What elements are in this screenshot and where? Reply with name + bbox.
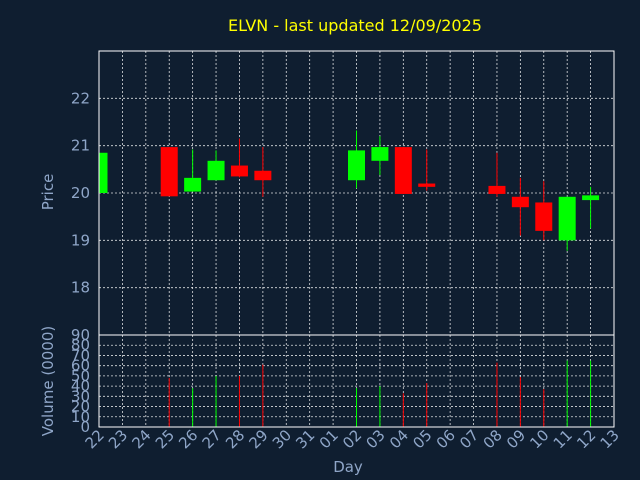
price-tick-label: 21: [71, 137, 90, 155]
chart-title: ELVN - last updated 12/09/2025: [228, 16, 482, 35]
volume-axis-label: Volume (0000): [39, 326, 57, 436]
volume-tick-label: 50: [71, 367, 90, 385]
candle-body: [348, 150, 365, 181]
x-tick-label: 23: [105, 426, 131, 452]
volume-tick-label: 20: [71, 398, 90, 416]
x-tick-label: 11: [550, 426, 576, 452]
x-tick-label: 12: [573, 426, 599, 452]
candle-body: [99, 152, 108, 193]
price-tick-label: 22: [71, 89, 90, 107]
volume-tick-label: 80: [71, 336, 90, 354]
volume-tick-label: 30: [71, 387, 90, 405]
candle-body: [230, 165, 248, 177]
x-tick-label: 31: [292, 426, 318, 452]
volume-tick-label: 10: [71, 408, 90, 426]
x-tick-label: 08: [480, 426, 506, 452]
x-tick-label: 28: [222, 426, 248, 452]
candle-body: [511, 196, 529, 208]
candle-body: [184, 177, 202, 192]
candle-body: [488, 185, 506, 194]
x-tick-label: 01: [316, 426, 342, 452]
candle-body: [254, 170, 272, 181]
x-tick-label: 05: [409, 426, 435, 452]
candle-body: [535, 202, 553, 231]
x-tick-label: 02: [339, 426, 365, 452]
candle-body: [418, 183, 436, 187]
candle-body: [582, 195, 600, 201]
volume-tick-label: 70: [71, 346, 90, 364]
x-tick-label: 24: [128, 426, 154, 452]
candle-body: [207, 160, 225, 181]
x-tick-label: 06: [433, 426, 459, 452]
x-tick-label: 29: [245, 426, 271, 452]
price-tick-label: 19: [71, 231, 90, 249]
volume-tick-label: 40: [71, 377, 90, 395]
x-tick-label: 10: [526, 426, 552, 452]
x-tick-label: 09: [503, 426, 529, 452]
x-tick-label: 30: [269, 426, 295, 452]
day-axis-label: Day: [333, 458, 363, 476]
x-tick-label: 25: [152, 426, 178, 452]
x-tick-label: 03: [363, 426, 389, 452]
price-tick-label: 18: [71, 279, 90, 297]
x-tick-label: 27: [199, 426, 225, 452]
candle-body: [558, 196, 576, 241]
x-tick-label: 07: [456, 426, 482, 452]
volume-tick-label: 0: [80, 418, 90, 436]
x-tick-label: 13: [597, 426, 623, 452]
candle-body: [394, 147, 412, 194]
volume-tick-label: 60: [71, 357, 90, 375]
volume-plot-frame: [98, 334, 615, 428]
x-tick-label: 04: [386, 426, 412, 452]
x-tick-label: 26: [175, 426, 201, 452]
price-tick-label: 20: [71, 184, 90, 202]
candle-body: [371, 147, 389, 161]
price-axis-label: Price: [39, 174, 57, 211]
volume-tick-label: 90: [71, 326, 90, 344]
candle-body: [160, 147, 178, 197]
